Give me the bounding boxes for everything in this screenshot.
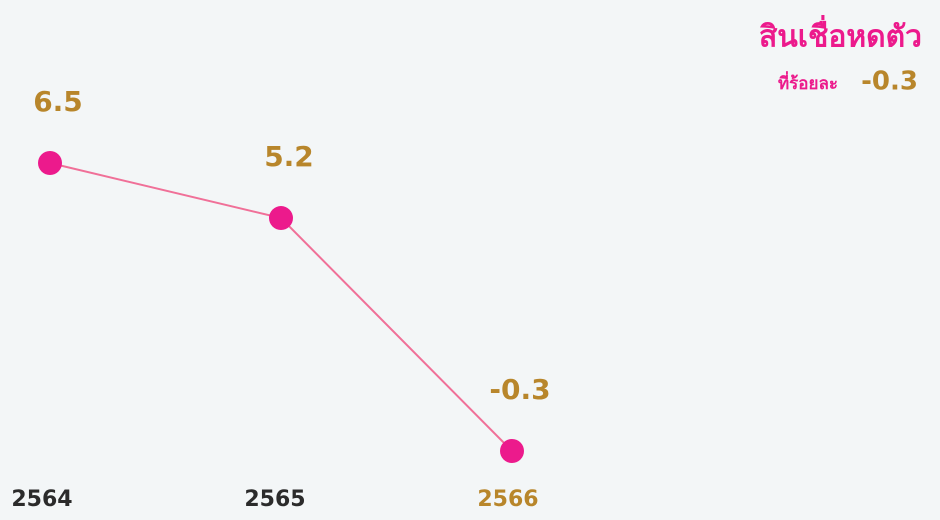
marker [500,439,524,463]
data-label: 6.5 [33,85,83,118]
data-label: -0.3 [489,373,550,406]
chart-title: สินเชื่อหดตัว [759,15,922,55]
marker [269,206,293,231]
annotation-value: -0.3 [861,67,918,97]
x-tick-label: 2566 [477,487,538,512]
data-label: 5.2 [264,140,314,173]
annotation-text: ที่ร้อยละ [778,71,838,94]
marker [38,151,62,175]
x-tick-label: 2564 [11,487,72,512]
x-tick-label: 2565 [244,487,305,512]
